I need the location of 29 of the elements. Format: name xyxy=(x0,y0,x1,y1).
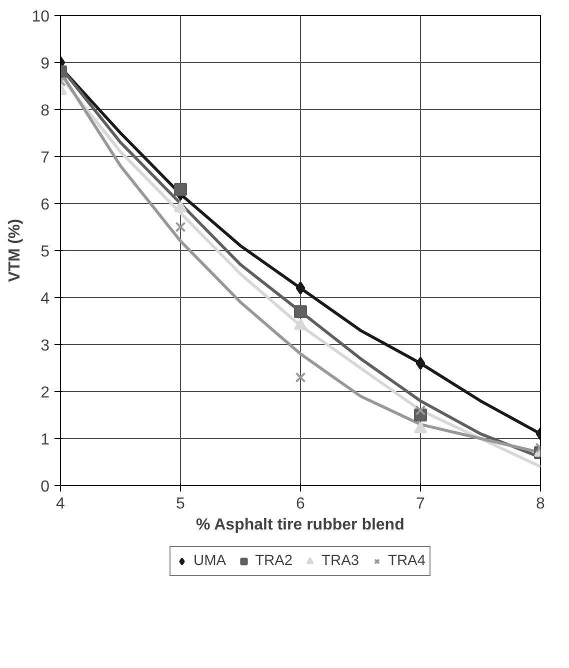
y-tick-label: 3 xyxy=(40,338,50,354)
x-tick-label: 6 xyxy=(296,496,306,512)
point xyxy=(296,282,306,295)
y-tick-label: 4 xyxy=(40,290,50,308)
legend-label: TRA3 xyxy=(322,553,360,569)
y-tick-label: 2 xyxy=(40,384,50,402)
y-tick-label: 7 xyxy=(40,150,50,166)
point xyxy=(416,356,426,370)
x-axis-title: % Asphalt tire rubber blend xyxy=(196,516,404,534)
point xyxy=(415,405,426,416)
y-tick-label: 8 xyxy=(40,102,50,120)
y-tick-label: 9 xyxy=(40,56,50,72)
point xyxy=(294,305,307,318)
y-axis-title: VTM (%) xyxy=(6,218,24,282)
x-tick-label: 4 xyxy=(56,496,66,512)
y-tick-label: 6 xyxy=(40,196,50,214)
legend-label: TRA2 xyxy=(255,553,293,569)
y-tick-label: 5 xyxy=(40,244,50,260)
x-tick-label: 8 xyxy=(536,496,546,512)
x-tick-label: 5 xyxy=(176,496,186,512)
point xyxy=(174,182,187,196)
legend-label: UMA xyxy=(194,553,226,569)
y-tick-label: 1 xyxy=(40,432,50,448)
y-tick-label: 0 xyxy=(40,478,50,496)
x-tick-label: 7 xyxy=(416,496,426,512)
legend-label: TRA4 xyxy=(388,553,426,569)
point xyxy=(175,222,186,232)
point xyxy=(295,372,306,383)
y-tick-label: 10 xyxy=(32,8,50,26)
